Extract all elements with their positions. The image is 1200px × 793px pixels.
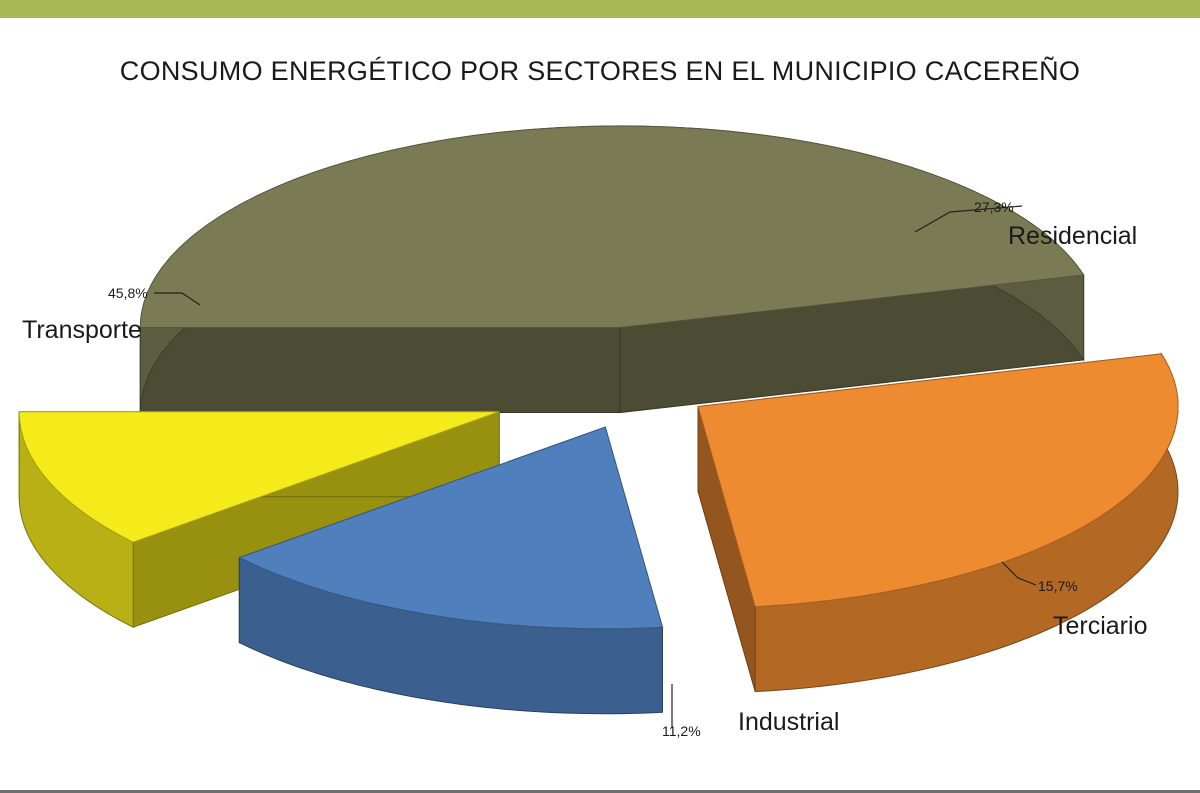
slice-terciario	[238, 426, 664, 715]
category-label-industrial: Industrial	[738, 708, 839, 736]
slice-terciario-top	[238, 426, 664, 630]
percent-label-transporte: 45,8%	[108, 285, 148, 301]
category-label-transporte: Transporte	[22, 316, 142, 344]
slices-layer	[18, 125, 1179, 715]
slice-residencial-top	[697, 353, 1179, 608]
percent-label-industrial: 11,2%	[662, 723, 701, 739]
percent-label-terciario: 15,7%	[1038, 578, 1078, 594]
slice-industrial-top	[18, 411, 500, 543]
slice-transporte-top	[139, 125, 1085, 329]
category-label-terciario: Terciario	[1053, 612, 1147, 640]
percent-label-residencial: 27,3%	[974, 199, 1014, 215]
slice-transporte-wall-0	[139, 327, 621, 414]
leader-line-transporte	[154, 292, 201, 306]
category-label-residencial: Residencial	[1008, 222, 1137, 250]
slice-transporte	[139, 125, 1085, 414]
top-accent-bar	[0, 0, 1200, 18]
slice-residencial	[697, 352, 1179, 693]
chart-title: CONSUMO ENERGÉTICO POR SECTORES EN EL MU…	[119, 56, 1081, 86]
slice-industrial	[18, 411, 500, 628]
leader-line-terciario	[1001, 561, 1037, 586]
labels-layer: Transporte 45,8% Residencial 27,3% Terciario…	[22, 199, 1147, 739]
leader-line-residencial	[914, 205, 1023, 233]
bottom-rule	[0, 790, 1200, 793]
